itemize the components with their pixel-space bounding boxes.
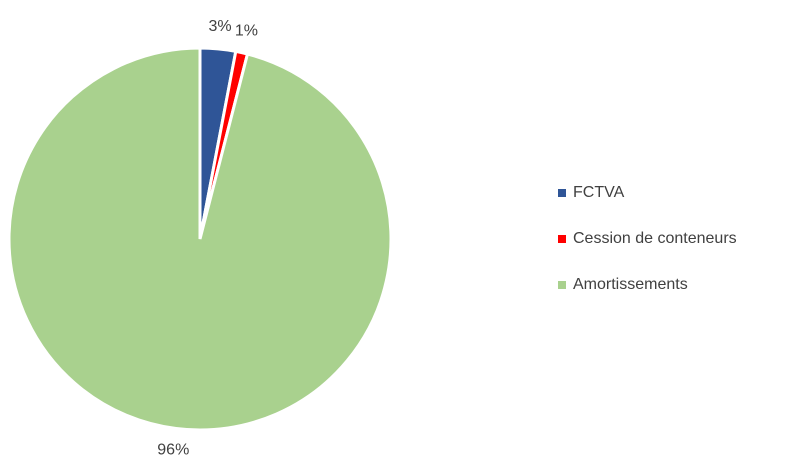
legend-label: Amortissements: [573, 276, 688, 293]
legend-label: Cession de conteneurs: [573, 230, 737, 247]
legend-swatch: [558, 189, 566, 197]
pie-slice: [7, 46, 393, 432]
data-label: 1%: [235, 22, 258, 39]
legend-swatch: [558, 235, 566, 243]
data-label: 96%: [157, 442, 189, 459]
data-label: 3%: [208, 18, 231, 35]
legend-label: FCTVA: [573, 184, 625, 201]
legend-swatch: [558, 281, 566, 289]
